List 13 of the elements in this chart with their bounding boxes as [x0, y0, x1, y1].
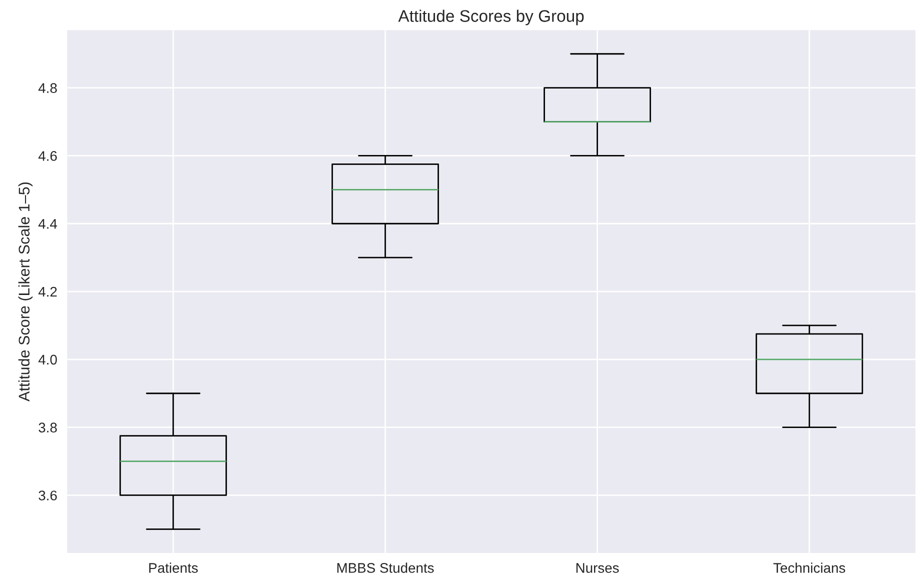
y-tick-label: 3.8	[38, 422, 57, 432]
y-tick-label: 4.8	[38, 83, 57, 93]
chart-title: Attitude Scores by Group	[398, 10, 584, 26]
x-tick-label: Patients	[149, 562, 198, 573]
x-tick-label: MBBS Students	[337, 562, 434, 573]
x-tick-label: Nurses	[576, 563, 619, 573]
y-tick-label: 4.4	[38, 219, 58, 229]
y-tick-label: 4.0	[38, 354, 57, 365]
y-tick-label: 4.2	[38, 286, 57, 297]
y-tick-label: 3.6	[38, 490, 57, 500]
x-tick-label: Technicians	[773, 562, 846, 573]
y-axis-title: Attitude Score (Likert Scale 1–5)	[18, 182, 33, 402]
y-tick-label: 4.6	[38, 151, 57, 161]
